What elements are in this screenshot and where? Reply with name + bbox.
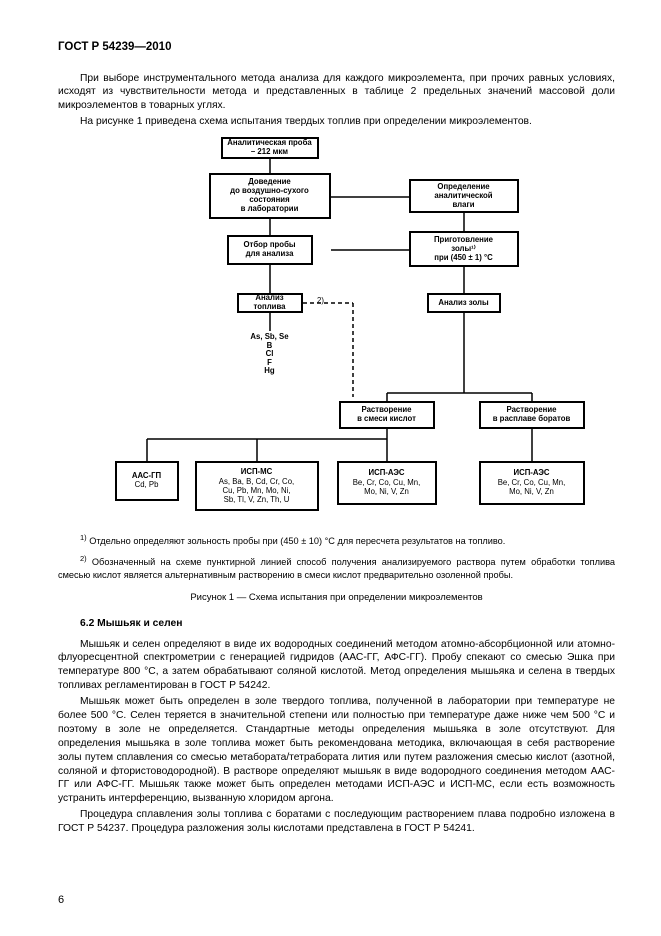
flow-box-ash-prep: Приготовлениезолы¹⁾при (450 ± 1) °C bbox=[409, 231, 519, 267]
flow-box-icpaes1-elements: Be, Cr, Co, Cu, Mn,Mo, Ni, V, Zn bbox=[353, 479, 421, 497]
page: ГОСТ Р 54239—2010 При выборе инструмента… bbox=[0, 0, 661, 936]
doc-header: ГОСТ Р 54239—2010 bbox=[58, 40, 615, 56]
flow-box-drying: Доведениедо воздушно-сухогосостоянияв ла… bbox=[209, 173, 331, 219]
flowchart-diagram: Аналитическая проба– 212 мкм Доведениедо… bbox=[87, 137, 587, 527]
flow-box-sample: Аналитическая проба– 212 мкм bbox=[221, 137, 319, 159]
footnote-1: 1) Отдельно определяют зольность пробы п… bbox=[58, 533, 615, 548]
paragraph-1: При выборе инструментального метода анал… bbox=[58, 72, 615, 114]
section-title-6-2: 6.2 Мышьяк и селен bbox=[58, 617, 615, 631]
flow-box-icpaes1: ИСП-АЭС Be, Cr, Co, Cu, Mn,Mo, Ni, V, Zn bbox=[337, 461, 437, 505]
flow-box-icpaes2-elements: Be, Cr, Co, Cu, Mn,Mo, Ni, V, Zn bbox=[498, 479, 566, 497]
paragraph-3: Мышьяк и селен определяют в виде их водо… bbox=[58, 638, 615, 694]
page-number: 6 bbox=[58, 893, 64, 908]
figure-caption: Рисунок 1 — Схема испытания при определе… bbox=[58, 592, 615, 605]
flow-box-ash-analysis: Анализ золы bbox=[427, 293, 501, 313]
paragraph-4: Мышьяк может быть определен в золе тверд… bbox=[58, 695, 615, 806]
paragraph-2: На рисунке 1 приведена схема испытания т… bbox=[58, 115, 615, 129]
flowchart-container: Аналитическая проба– 212 мкм Доведениедо… bbox=[58, 137, 615, 527]
flow-box-icpms-elements: As, Ba, B, Cd, Cr, Co,Cu, Pb, Mn, Mo, Ni… bbox=[219, 478, 294, 505]
flow-box-icpms-title: ИСП-МС bbox=[241, 468, 273, 477]
flow-box-sampling: Отбор пробыдля анализа bbox=[227, 235, 313, 265]
flow-box-fuel-analysis: Анализ топлива bbox=[237, 293, 303, 313]
flow-box-icpaes2: ИСП-АЭС Be, Cr, Co, Cu, Mn,Mo, Ni, V, Zn bbox=[479, 461, 585, 505]
flow-box-icpaes1-title: ИСП-АЭС bbox=[368, 469, 404, 478]
flow-box-icpms: ИСП-МС As, Ba, B, Cd, Cr, Co,Cu, Pb, Mn,… bbox=[195, 461, 319, 511]
flow-box-moisture: Определениеаналитическойвлаги bbox=[409, 179, 519, 213]
flow-box-acid-dissolve: Растворениев смеси кислот bbox=[339, 401, 435, 429]
footnote-2: 2) Обозначенный на схеме пунктирной лини… bbox=[58, 554, 615, 582]
flow-box-borate-dissolve: Растворениев расплаве боратов bbox=[479, 401, 585, 429]
flow-box-aas: ААС-ГП Cd, Pb bbox=[115, 461, 179, 501]
flow-note-marker: 2) bbox=[313, 297, 329, 306]
flow-elements-list: As, Sb, SeBClFHg bbox=[242, 333, 298, 376]
flow-box-icpaes2-title: ИСП-АЭС bbox=[513, 469, 549, 478]
flow-box-aas-elements: Cd, Pb bbox=[135, 481, 159, 490]
paragraph-5: Процедура сплавления золы топлива с бора… bbox=[58, 808, 615, 836]
